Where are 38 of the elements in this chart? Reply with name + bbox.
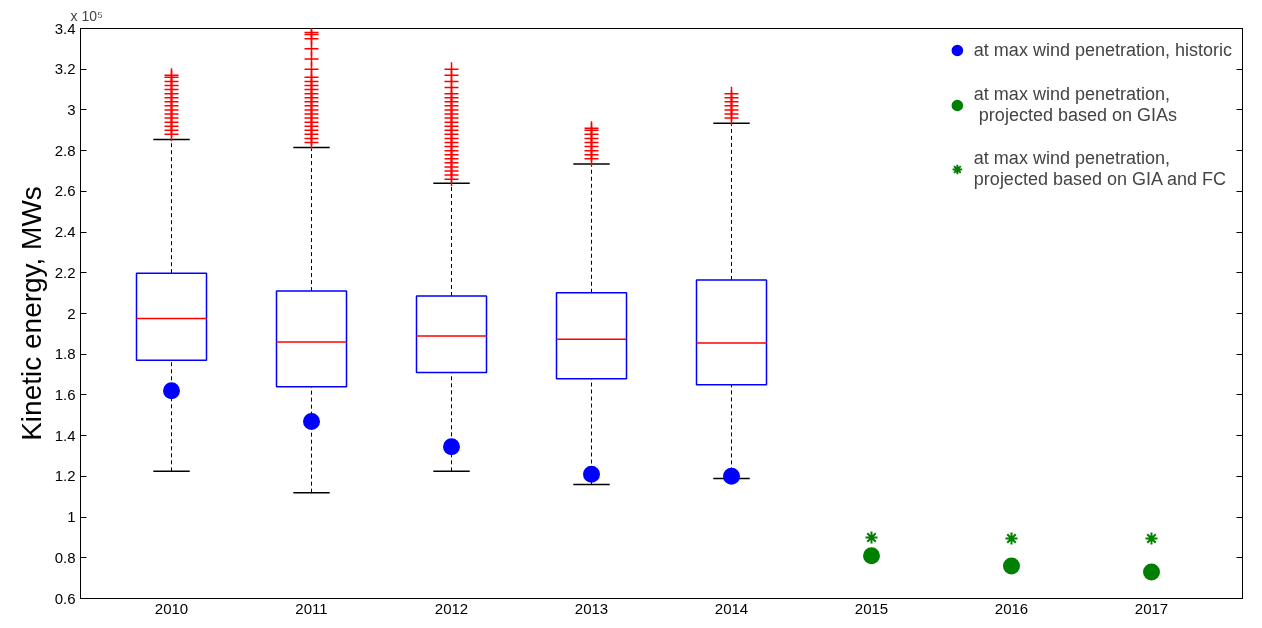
y-tick-label: 3.2: [54, 60, 76, 78]
x-tick-label: 2010: [154, 599, 189, 617]
y-tick-label: 1: [67, 508, 76, 526]
x-tick-label: 2016: [994, 599, 1029, 617]
legend-label: at max wind penetration, projected based on GIAs: [973, 84, 1177, 126]
x-tick-label: 2015: [854, 599, 889, 617]
y-tick-label: 0.8: [54, 548, 76, 566]
point: [864, 530, 879, 545]
y-tick-label: 2.4: [54, 223, 76, 241]
y-tick-label: 1.8: [54, 345, 76, 363]
y-tick-label: 2.8: [54, 141, 76, 159]
x-tick-label: 2011: [295, 599, 328, 617]
point: [863, 547, 880, 565]
x-tick-label: 2017: [1134, 599, 1169, 617]
x-tick-label: 2012: [434, 599, 469, 617]
y-tick-label: 1.2: [54, 467, 76, 485]
y-tick-label: 2.2: [54, 263, 76, 281]
x-tick-label: 2014: [714, 599, 749, 617]
y-tick-label: 0.6: [54, 589, 76, 607]
x-tick-label: 2013: [574, 599, 609, 617]
y-tick-label: 1.6: [54, 385, 76, 403]
point: [1143, 563, 1160, 581]
legend-label: at max wind penetration, projected based on GIA and FC: [973, 148, 1227, 190]
point: [583, 465, 600, 483]
point: [723, 467, 740, 485]
y-tick-label: 3: [67, 100, 76, 118]
y-tick-label: 2.6: [54, 182, 76, 200]
point: [1003, 557, 1020, 575]
y-tick-label: 2: [67, 304, 76, 322]
point: [163, 382, 180, 400]
text: x 10⁵: [70, 7, 103, 24]
y-tick-label: 1.4: [54, 426, 76, 444]
y-axis-title: Kinetic energy, MWs: [15, 186, 47, 441]
point: [303, 412, 320, 430]
point: [1004, 531, 1019, 546]
legend-label: at max wind penetration, historic: [973, 39, 1232, 61]
point: [1144, 531, 1159, 546]
point: [443, 438, 460, 456]
